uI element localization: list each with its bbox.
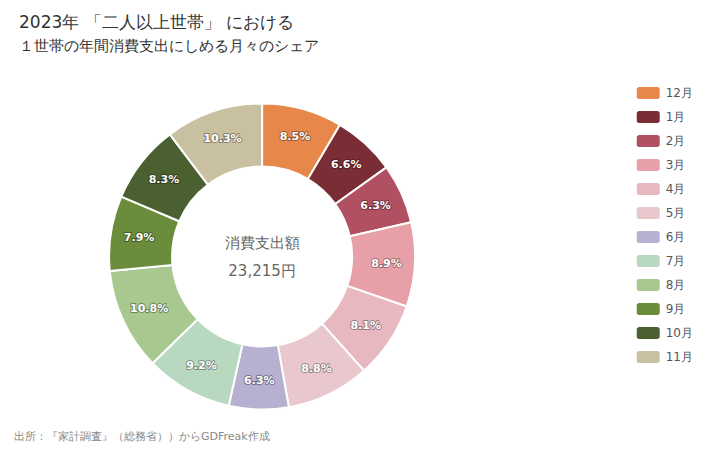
svg-text:8.9%: 8.9% [371,257,402,270]
svg-text:１世帯の年間消費支出にしめる月々のシェア: １世帯の年間消費支出にしめる月々のシェア [19,37,319,55]
svg-text:8.1%: 8.1% [350,319,381,332]
svg-text:6.3%: 6.3% [360,199,391,212]
svg-text:6.6%: 6.6% [331,158,362,171]
svg-text:10月: 10月 [666,326,693,340]
svg-text:6月: 6月 [666,230,686,244]
svg-text:1月: 1月 [666,110,686,124]
svg-text:10.8%: 10.8% [130,302,168,315]
svg-text:6.3%: 6.3% [244,374,275,387]
svg-text:3月: 3月 [666,158,686,172]
svg-text:4月: 4月 [666,182,686,196]
svg-text:10.3%: 10.3% [203,132,241,145]
svg-text:12月: 12月 [666,86,693,100]
svg-text:9.2%: 9.2% [186,359,217,372]
svg-text:8.5%: 8.5% [280,130,311,143]
svg-text:5月: 5月 [666,206,686,220]
svg-text:23,215円: 23,215円 [228,262,296,280]
svg-text:7.9%: 7.9% [124,231,155,244]
svg-text:8.8%: 8.8% [301,362,332,375]
svg-text:7月: 7月 [666,254,686,268]
svg-text:8月: 8月 [666,278,686,292]
svg-text:出所：『家計調査』（総務省））からGDFreak作成: 出所：『家計調査』（総務省））からGDFreak作成 [14,430,270,443]
svg-text:9月: 9月 [666,302,686,316]
svg-text:2月: 2月 [666,134,686,148]
svg-text:11月: 11月 [666,350,693,364]
svg-text:8.3%: 8.3% [149,173,180,186]
svg-text:消費支出額: 消費支出額 [225,234,300,252]
svg-text:2023年 「二人以上世帯」 における: 2023年 「二人以上世帯」 における [19,12,294,32]
